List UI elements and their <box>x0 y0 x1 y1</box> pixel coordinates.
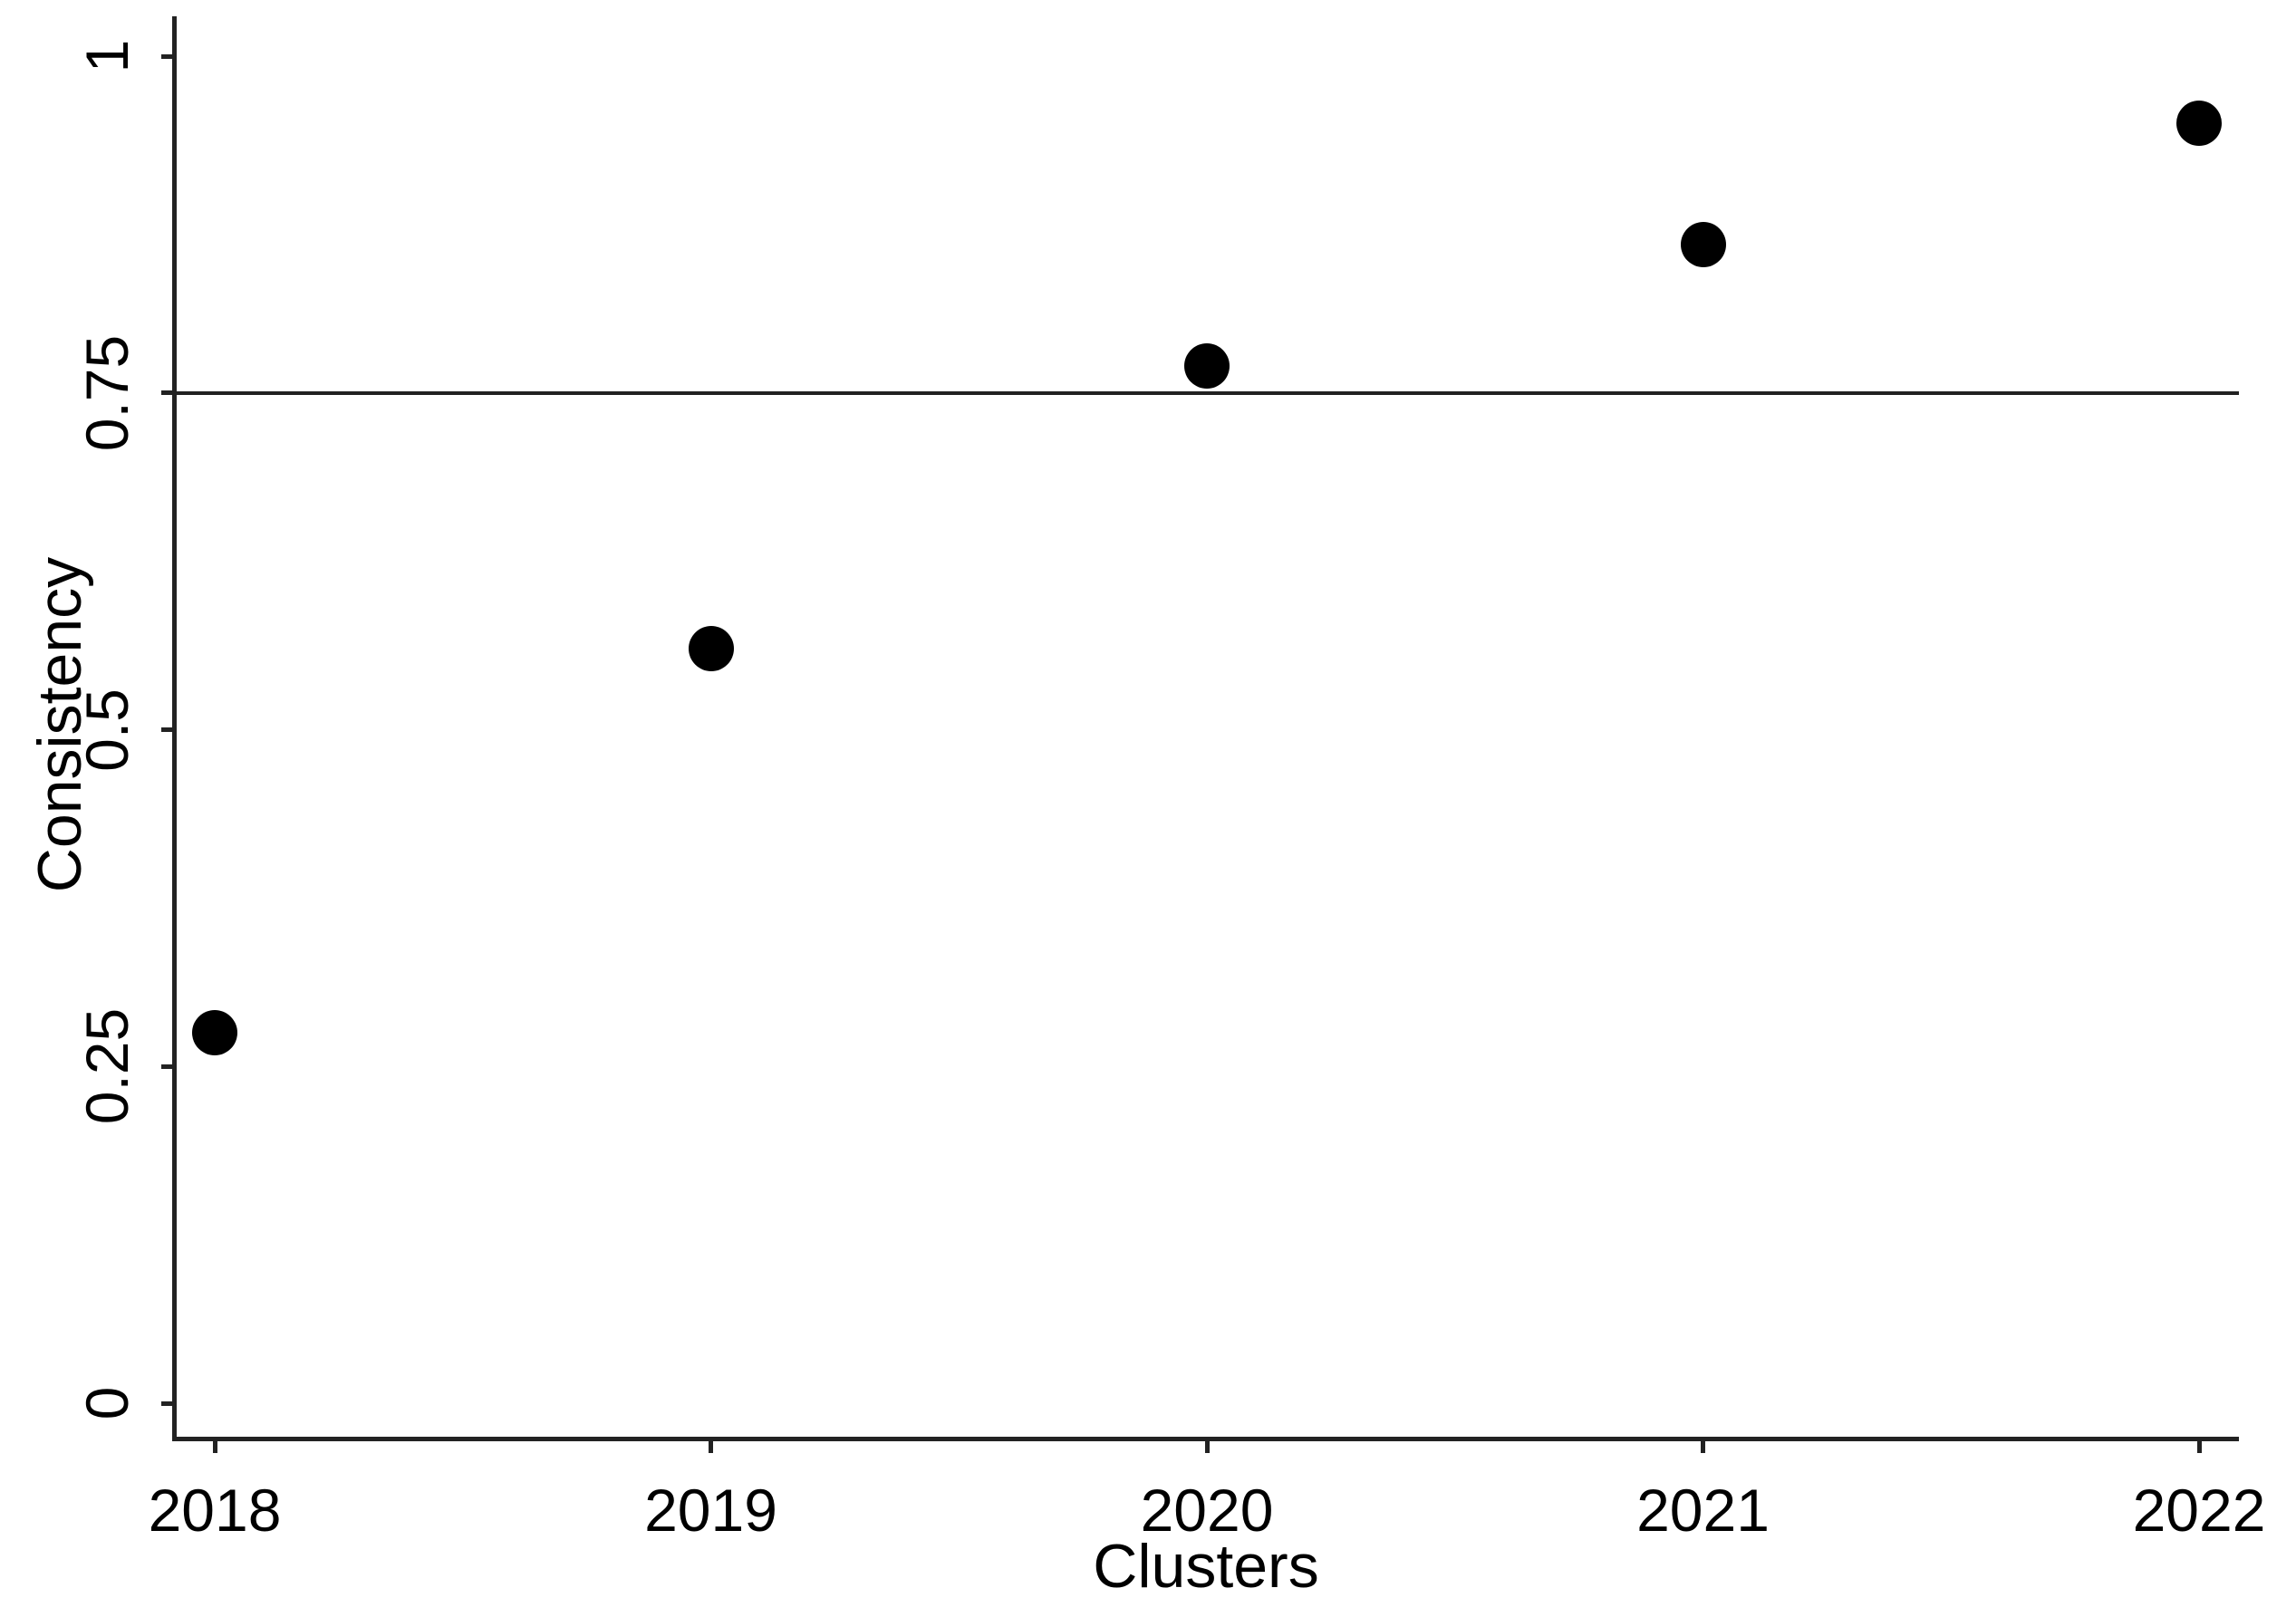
data-point <box>192 1010 237 1056</box>
x-tick-label: 2021 <box>1636 1477 1770 1544</box>
x-tick-label: 2018 <box>148 1477 282 1544</box>
data-point <box>1184 343 1230 389</box>
x-tick-mark <box>212 1439 217 1453</box>
x-tick-label: 2020 <box>1140 1477 1274 1544</box>
x-tick-mark <box>1701 1439 1705 1453</box>
y-tick-label: 0.75 <box>73 334 140 451</box>
y-tick-mark <box>161 727 176 732</box>
x-tick-label: 2019 <box>644 1477 777 1544</box>
x-tick-mark <box>1204 1439 1210 1453</box>
y-tick-label: 0.25 <box>73 1008 140 1125</box>
y-tick-mark <box>161 53 176 59</box>
x-tick-mark <box>2196 1439 2202 1453</box>
y-tick-mark <box>161 1400 176 1406</box>
data-point <box>688 626 734 672</box>
y-tick-label: 0 <box>73 1386 140 1420</box>
y-tick-mark <box>161 390 176 396</box>
x-tick-mark <box>709 1439 713 1453</box>
x-axis-title: Clusters <box>1093 1532 1319 1601</box>
reference-line <box>175 390 2239 395</box>
y-tick-label: 1 <box>73 39 140 73</box>
y-tick-mark <box>161 1064 176 1069</box>
data-point <box>1680 222 1726 268</box>
x-tick-label: 2022 <box>2132 1477 2266 1544</box>
data-point <box>2176 101 2222 147</box>
y-tick-label: 0.5 <box>73 688 140 772</box>
